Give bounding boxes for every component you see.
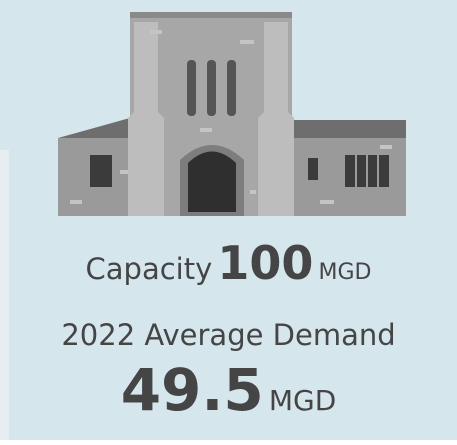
capacity-line: Capacity 100 MGD [0, 236, 457, 290]
demand-unit: MGD [269, 384, 336, 417]
demand-label: 2022 Average Demand [0, 318, 457, 352]
demand-line: 49.5 MGD [0, 356, 457, 424]
building-illustration [0, 0, 457, 230]
capacity-label: Capacity [86, 252, 213, 286]
capacity-unit: MGD [318, 260, 371, 285]
capacity-value: 100 [217, 236, 313, 290]
demand-value: 49.5 [121, 356, 264, 424]
panel: Capacity 100 MGD 2022 Average Demand 49.… [0, 0, 457, 440]
